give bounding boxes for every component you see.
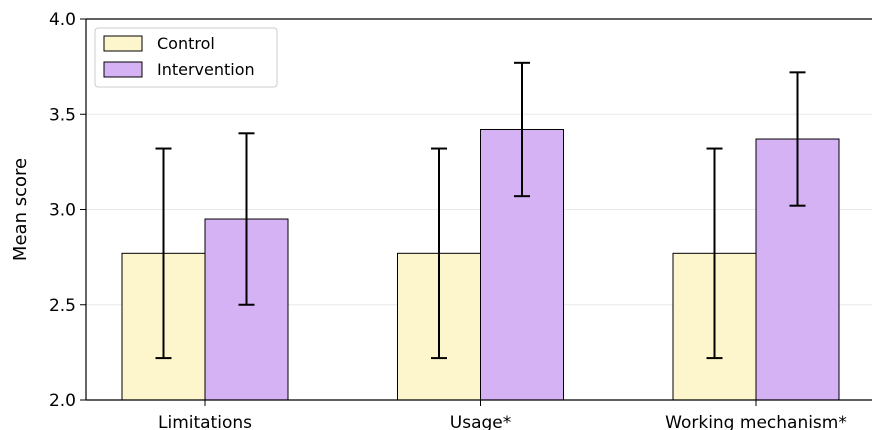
error-bar-intervention-limitations xyxy=(238,132,255,306)
legend-swatch-control xyxy=(103,35,143,52)
x-tick-label-working-mechanism: Working mechanism* xyxy=(665,413,847,430)
y-tick-label-0: 2.0 xyxy=(49,391,76,411)
y-tick-label-3: 3.5 xyxy=(49,105,76,125)
error-bar-control-usage xyxy=(431,147,447,360)
y-axis-title: Mean score xyxy=(10,158,31,261)
error-bar-control-limitations xyxy=(155,147,172,360)
axes: 2.0 2.5 3.0 3.5 4.0 Limitations Usage* Working … xyxy=(49,10,872,430)
y-tick-label-2: 3.0 xyxy=(49,201,76,221)
error-bar-intervention-working-mechanism xyxy=(789,71,806,207)
x-tick-label-usage: Usage* xyxy=(450,413,511,430)
y-tick-label-1: 2.5 xyxy=(49,296,76,316)
bars xyxy=(121,128,840,401)
error-bar-control-working-mechanism xyxy=(706,147,723,360)
error-bar-intervention-usage xyxy=(514,61,530,198)
error-bars xyxy=(155,61,806,360)
legend-swatch-intervention xyxy=(103,61,143,78)
legend-label-intervention: Intervention xyxy=(157,60,255,79)
legend: Control Intervention xyxy=(94,27,278,88)
y-tick-label-4: 4.0 xyxy=(49,10,76,30)
x-tick-label-limitations: Limitations xyxy=(158,413,252,430)
legend-label-control: Control xyxy=(157,34,215,53)
